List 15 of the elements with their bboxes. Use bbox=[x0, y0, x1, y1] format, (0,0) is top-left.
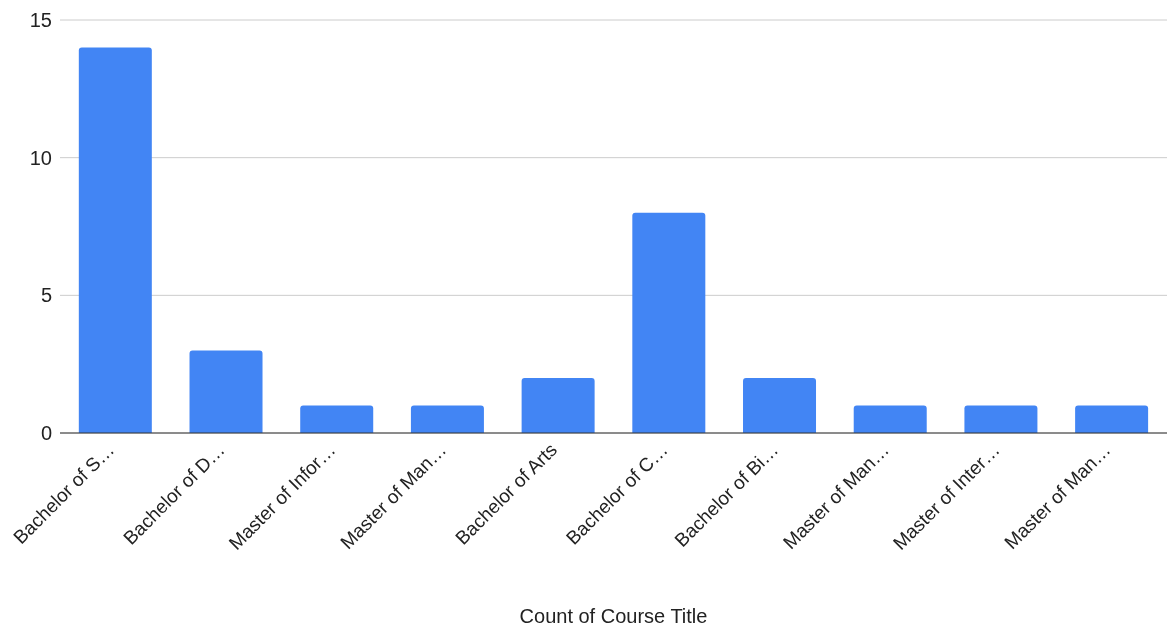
bar bbox=[521, 377, 595, 433]
bar bbox=[189, 350, 263, 433]
bar bbox=[964, 405, 1038, 433]
x-axis-title: Count of Course Title bbox=[519, 605, 708, 627]
bar bbox=[78, 47, 152, 433]
bar bbox=[632, 212, 706, 433]
bar bbox=[853, 405, 927, 433]
bar bbox=[743, 377, 817, 433]
y-tick-label: 5 bbox=[40, 284, 52, 307]
bar bbox=[1075, 405, 1149, 433]
y-tick-label: 10 bbox=[29, 146, 52, 169]
y-tick-label: 0 bbox=[40, 422, 52, 445]
y-tick-label: 15 bbox=[29, 9, 52, 32]
bar bbox=[410, 405, 484, 433]
bar bbox=[300, 405, 374, 433]
